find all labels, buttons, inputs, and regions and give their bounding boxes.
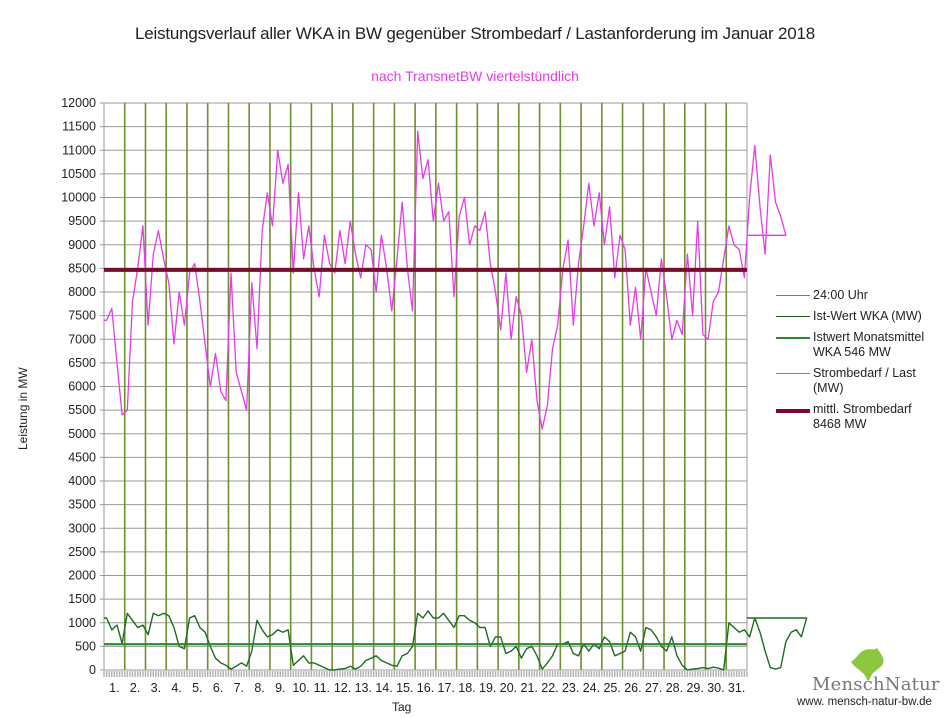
x-tick-label: 20. xyxy=(500,681,517,695)
y-tick-label: 5000 xyxy=(68,427,96,441)
x-tick-label: 5. xyxy=(192,681,202,695)
y-tick-label: 3000 xyxy=(68,521,96,535)
x-tick-label: 11. xyxy=(314,681,330,695)
x-tick-label: 13. xyxy=(355,681,372,695)
y-tick-label: 6500 xyxy=(68,356,96,370)
x-tick-label: 23. xyxy=(562,681,579,695)
legend-swatch xyxy=(776,337,810,339)
logo-url: www. mensch-natur-bw.de xyxy=(797,696,932,708)
y-tick-label: 11000 xyxy=(62,143,96,157)
legend-label: Istwert Monatsmittel WKA 546 MW xyxy=(813,330,925,359)
y-tick-label: 8000 xyxy=(68,285,96,299)
x-tick-label: 7. xyxy=(234,681,244,695)
x-tick-label: 8. xyxy=(254,681,264,695)
legend-swatch xyxy=(776,373,810,374)
legend-label: mittl. Strombedarf 8468 MW xyxy=(813,402,912,431)
x-tick-label: 3. xyxy=(151,681,161,695)
x-tick-label: 9. xyxy=(275,681,285,695)
y-tick-label: 5500 xyxy=(68,403,96,417)
y-tick-label: 10000 xyxy=(61,191,96,205)
x-tick-label: 26. xyxy=(624,681,641,695)
x-tick-label: 12. xyxy=(334,681,351,695)
x-tick-label: 28. xyxy=(666,681,683,695)
legend-item-monatsmittel: Istwert Monatsmittel WKA 546 MW xyxy=(776,330,924,360)
legend-label: 24:00 Uhr xyxy=(813,288,868,302)
y-tick-label: 12000 xyxy=(61,96,96,110)
x-tick-label: 25. xyxy=(603,681,620,695)
y-tick-label: 7000 xyxy=(68,332,96,346)
series-strombedarf-line xyxy=(104,130,787,430)
y-tick-label: 11500 xyxy=(62,120,96,134)
y-tick-label: 9000 xyxy=(68,238,96,252)
y-tick-label: 500 xyxy=(75,639,96,653)
legend-item-24uhr: 24:00 Uhr xyxy=(776,288,924,303)
x-tick-label: 24. xyxy=(583,681,600,695)
x-tick-label: 6. xyxy=(213,681,223,695)
legend-item-strombedarf: Strombedarf / Last (MW) xyxy=(776,366,924,396)
ginkgo-leaf-icon xyxy=(851,648,884,681)
x-tick-label: 22. xyxy=(541,681,558,695)
y-tick-label: 0 xyxy=(89,663,96,677)
y-tick-label: 2000 xyxy=(68,569,96,583)
day-end-lines xyxy=(123,103,728,670)
y-tick-label: 10500 xyxy=(61,167,96,181)
y-tick-label: 4000 xyxy=(68,474,96,488)
x-tick-label: 16. xyxy=(417,681,434,695)
y-axis-ticks: 1200011500110001050010000950090008500800… xyxy=(61,96,96,677)
x-axis-ticks: 1. 2. 3. 4. 5. 6. 7. 8. 9. 10. 11. 12. 13. 14. 15. 16. 1… xyxy=(103,669,748,695)
logo-text: MenschNatur xyxy=(812,674,940,695)
series-group xyxy=(104,130,808,671)
x-tick-label: 17. xyxy=(438,681,455,695)
x-tick-label: 19. xyxy=(479,681,496,695)
grid-lines xyxy=(100,102,748,671)
y-axis-label: Leistung in MW xyxy=(16,367,30,450)
legend-label: Strombedarf / Last (MW) xyxy=(813,366,916,395)
x-tick-label: 10. xyxy=(292,681,309,695)
legend-swatch xyxy=(776,295,810,296)
x-tick-label: 30. xyxy=(707,681,724,695)
y-tick-label: 1000 xyxy=(68,616,96,630)
legend-swatch xyxy=(776,316,810,317)
x-tick-label: 29. xyxy=(686,681,703,695)
legend-label: Ist-Wert WKA (MW) xyxy=(813,309,922,323)
y-tick-label: 8500 xyxy=(68,261,96,275)
y-tick-label: 6000 xyxy=(68,380,96,394)
mensch-natur-logo: MenschNatur www. mensch-natur-bw.de xyxy=(795,648,945,718)
chart-subtitle: nach TransnetBW viertelstündlich xyxy=(371,68,579,84)
y-tick-label: 1500 xyxy=(68,592,96,606)
x-tick-label: 4. xyxy=(171,681,181,695)
x-tick-label: 21. xyxy=(521,681,538,695)
legend-swatch xyxy=(776,409,810,413)
x-axis-label: Tag xyxy=(392,700,412,714)
x-tick-label: 15. xyxy=(396,681,413,695)
y-tick-label: 9500 xyxy=(68,214,96,228)
legend-item-ist-wert: Ist-Wert WKA (MW) xyxy=(776,309,924,324)
y-tick-label: 4500 xyxy=(68,450,96,464)
x-tick-label: 18. xyxy=(458,681,475,695)
x-tick-label: 31. xyxy=(728,681,745,695)
legend: 24:00 Uhr Ist-Wert WKA (MW) Istwert Mona… xyxy=(776,288,924,438)
chart-title: Leistungsverlauf aller WKA in BW gegenüb… xyxy=(135,24,815,43)
x-tick-label: 27. xyxy=(645,681,662,695)
legend-item-mittl-strombedarf: mittl. Strombedarf 8468 MW xyxy=(776,402,924,432)
y-tick-label: 7500 xyxy=(68,309,96,323)
x-tick-label: 2. xyxy=(130,681,140,695)
y-tick-label: 2500 xyxy=(68,545,96,559)
x-tick-label: 1. xyxy=(109,681,119,695)
series-wka-line xyxy=(104,610,808,671)
y-tick-label: 3500 xyxy=(68,498,96,512)
x-tick-label: 14. xyxy=(375,681,392,695)
